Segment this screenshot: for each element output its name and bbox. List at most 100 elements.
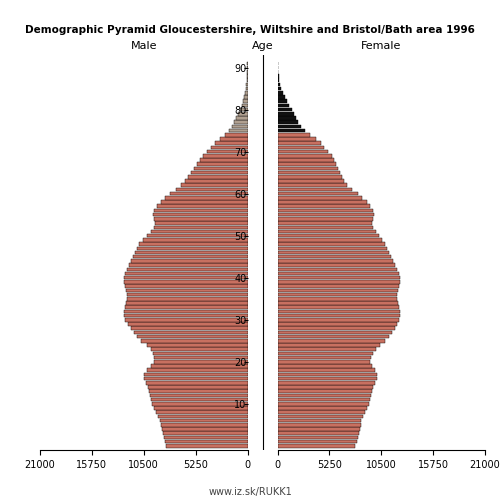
Bar [278,213,374,216]
Bar [278,82,280,86]
Bar [278,264,395,267]
Title: Female: Female [361,42,402,51]
Bar [278,95,285,99]
Text: Demographic Pyramid Gloucestershire, Wiltshire and Bristol/Bath area 1996: Demographic Pyramid Gloucestershire, Wil… [25,25,475,35]
Bar [131,259,248,262]
Bar [278,100,287,103]
Bar [278,423,360,426]
Bar [225,133,248,136]
Bar [278,352,374,355]
Bar [278,230,376,234]
Bar [278,292,397,296]
Bar [127,297,248,300]
Bar [146,368,248,372]
Bar [139,242,248,246]
Bar [154,226,248,229]
Bar [278,326,395,330]
Bar [278,124,301,128]
Bar [162,427,248,431]
Bar [129,264,248,267]
Bar [124,314,248,318]
Bar [215,142,248,145]
Bar [278,381,376,384]
Bar [278,234,380,237]
Bar [197,162,248,166]
Bar [278,222,372,225]
Bar [278,356,372,360]
Bar [125,272,248,276]
Bar [278,104,289,107]
Bar [160,419,248,422]
Bar [160,200,248,204]
Bar [137,335,248,338]
Bar [278,150,328,154]
Bar [278,188,351,192]
Bar [150,348,248,351]
Bar [278,318,399,322]
Bar [144,372,248,376]
Bar [278,276,400,280]
Bar [141,339,248,342]
Bar [278,162,336,166]
Bar [166,444,248,448]
Bar [278,138,316,141]
Bar [278,322,397,326]
Bar [278,427,359,431]
Bar [278,398,370,402]
Bar [124,276,248,280]
Bar [166,196,248,200]
Bar [238,112,248,116]
Bar [278,348,376,351]
Bar [278,116,296,120]
Bar [278,192,357,196]
Bar [146,343,248,346]
Bar [278,196,362,200]
Bar [146,381,248,384]
Bar [278,297,397,300]
Bar [278,268,397,271]
Bar [244,95,248,99]
Bar [278,200,368,204]
Bar [278,385,374,389]
Bar [278,406,368,410]
Bar [135,250,248,254]
Bar [154,406,248,410]
Bar [278,154,332,158]
Bar [154,360,248,364]
Bar [278,306,399,309]
Bar [278,402,370,406]
Bar [152,213,248,216]
Bar [278,133,310,136]
Bar [232,124,248,128]
Bar [278,310,400,313]
Bar [131,326,248,330]
Bar [191,171,248,174]
Bar [133,255,248,258]
Bar [160,423,248,426]
Bar [278,284,399,288]
Bar [150,394,248,397]
Bar [278,301,398,304]
Bar [144,377,248,380]
Bar [148,385,248,389]
Bar [164,440,248,444]
Bar [240,108,248,112]
Bar [246,82,248,86]
Bar [154,356,248,360]
Bar [125,318,248,322]
Bar [278,372,378,376]
Bar [278,272,399,276]
Bar [126,288,248,292]
Bar [278,360,370,364]
Bar [150,398,248,402]
Bar [278,335,389,338]
Bar [203,154,248,158]
Bar [278,414,364,418]
Bar [278,410,366,414]
Bar [278,91,283,94]
Bar [278,180,344,183]
Bar [188,175,248,178]
Bar [278,238,382,242]
Bar [278,146,324,149]
Bar [278,246,387,250]
